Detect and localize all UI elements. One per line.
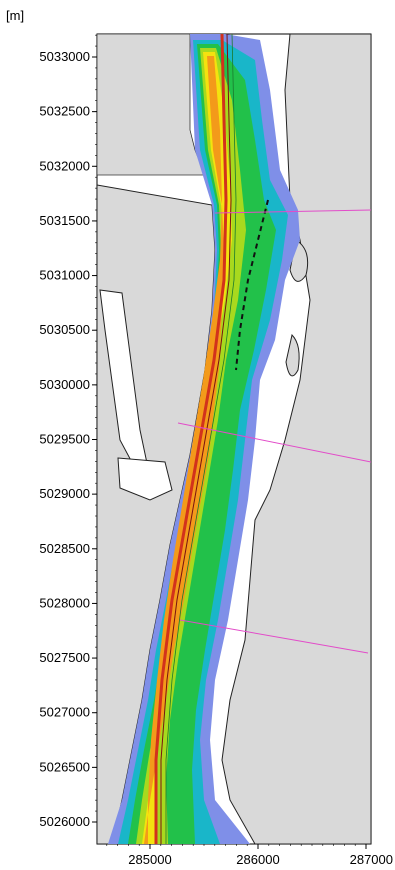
y-tick-label: 5033000 — [39, 49, 90, 64]
map-content — [97, 34, 371, 844]
y-tick-label: 5027500 — [39, 650, 90, 665]
section-line-2 — [177, 422, 371, 463]
y-tick-label: 5027000 — [39, 705, 90, 720]
y-tick-label: 5028000 — [39, 595, 90, 610]
y-tick-label: 5028500 — [39, 541, 90, 556]
y-tick-label: 5026000 — [39, 814, 90, 829]
land-west — [97, 34, 206, 176]
x-tick-label: 286000 — [236, 852, 279, 867]
harbour-basin — [117, 457, 173, 501]
y-tick-label: 5030000 — [39, 377, 90, 392]
y-tick-label: 5029000 — [39, 486, 90, 501]
depth-band-orange — [144, 56, 224, 844]
y-tick-label: 5031000 — [39, 268, 90, 283]
unit-label: [m] — [6, 8, 24, 23]
section-line-1 — [214, 209, 371, 214]
y-tick-label: 5031500 — [39, 213, 90, 228]
y-tick-label: 5026500 — [39, 759, 90, 774]
channel-line-red — [154, 34, 228, 844]
x-axis: 285000 286000 287000 — [106, 844, 393, 867]
channel-line-green — [165, 34, 237, 844]
y-axis: 5033000 5032500 5032000 5031500 5031000 50305… — [39, 34, 97, 829]
x-tick-label: 287000 — [350, 852, 393, 867]
y-tick-label: 5030500 — [39, 322, 90, 337]
x-tick-label: 285000 — [128, 852, 171, 867]
channel-line-dark — [160, 34, 232, 844]
land-east — [221, 34, 371, 844]
bank-dashed-line — [235, 199, 269, 371]
y-tick-label: 5029500 — [39, 432, 90, 447]
y-tick-label: 5032500 — [39, 104, 90, 119]
depth-band-yellow-green — [136, 48, 246, 844]
island-2 — [285, 334, 300, 377]
y-tick-label: 5032000 — [39, 158, 90, 173]
section-line-3 — [179, 619, 369, 654]
